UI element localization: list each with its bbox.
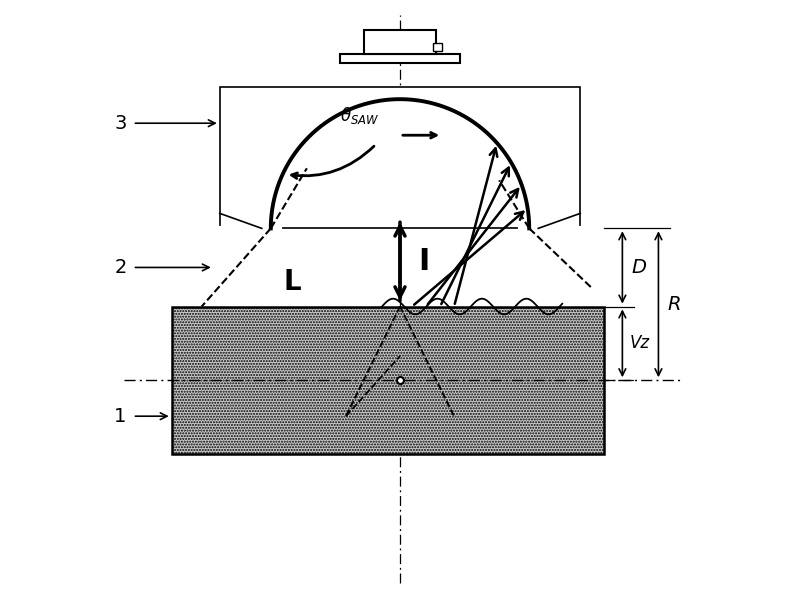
- Bar: [172, 307, 604, 454]
- Bar: [433, 43, 442, 51]
- Text: Vz: Vz: [630, 334, 650, 352]
- Text: $\theta_{SAW}$: $\theta_{SAW}$: [340, 105, 379, 126]
- Text: 3: 3: [114, 114, 126, 133]
- Text: 2: 2: [114, 258, 126, 277]
- Bar: [172, 307, 604, 454]
- Text: 1: 1: [114, 407, 126, 426]
- Bar: [364, 30, 436, 54]
- Bar: [220, 87, 580, 228]
- Text: D: D: [631, 258, 646, 277]
- Text: I: I: [418, 247, 430, 276]
- Text: L: L: [283, 269, 301, 296]
- Text: R: R: [667, 294, 681, 314]
- Bar: [340, 54, 460, 63]
